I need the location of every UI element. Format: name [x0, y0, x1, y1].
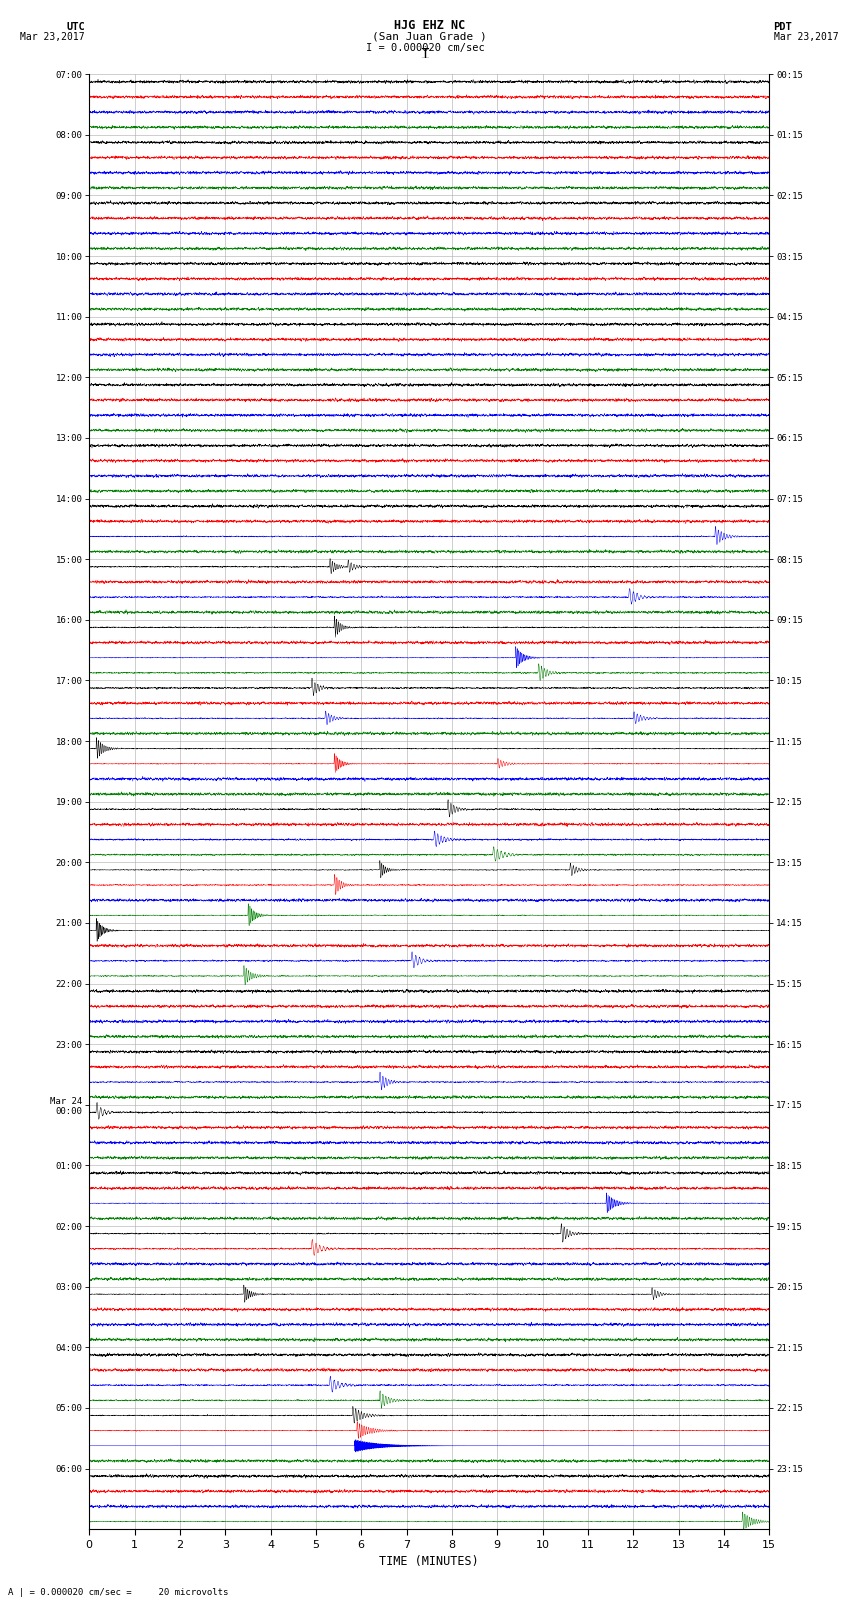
Text: A | = 0.000020 cm/sec =     20 microvolts: A | = 0.000020 cm/sec = 20 microvolts	[8, 1587, 229, 1597]
X-axis label: TIME (MINUTES): TIME (MINUTES)	[379, 1555, 479, 1568]
Text: Mar 23,2017: Mar 23,2017	[774, 32, 838, 42]
Text: Mar 23,2017: Mar 23,2017	[20, 32, 85, 42]
Text: (San Juan Grade ): (San Juan Grade )	[371, 32, 486, 42]
Text: HJG EHZ NC: HJG EHZ NC	[394, 19, 465, 32]
Text: UTC: UTC	[66, 23, 85, 32]
Text: I = 0.000020 cm/sec: I = 0.000020 cm/sec	[366, 44, 484, 53]
Text: PDT: PDT	[774, 23, 792, 32]
